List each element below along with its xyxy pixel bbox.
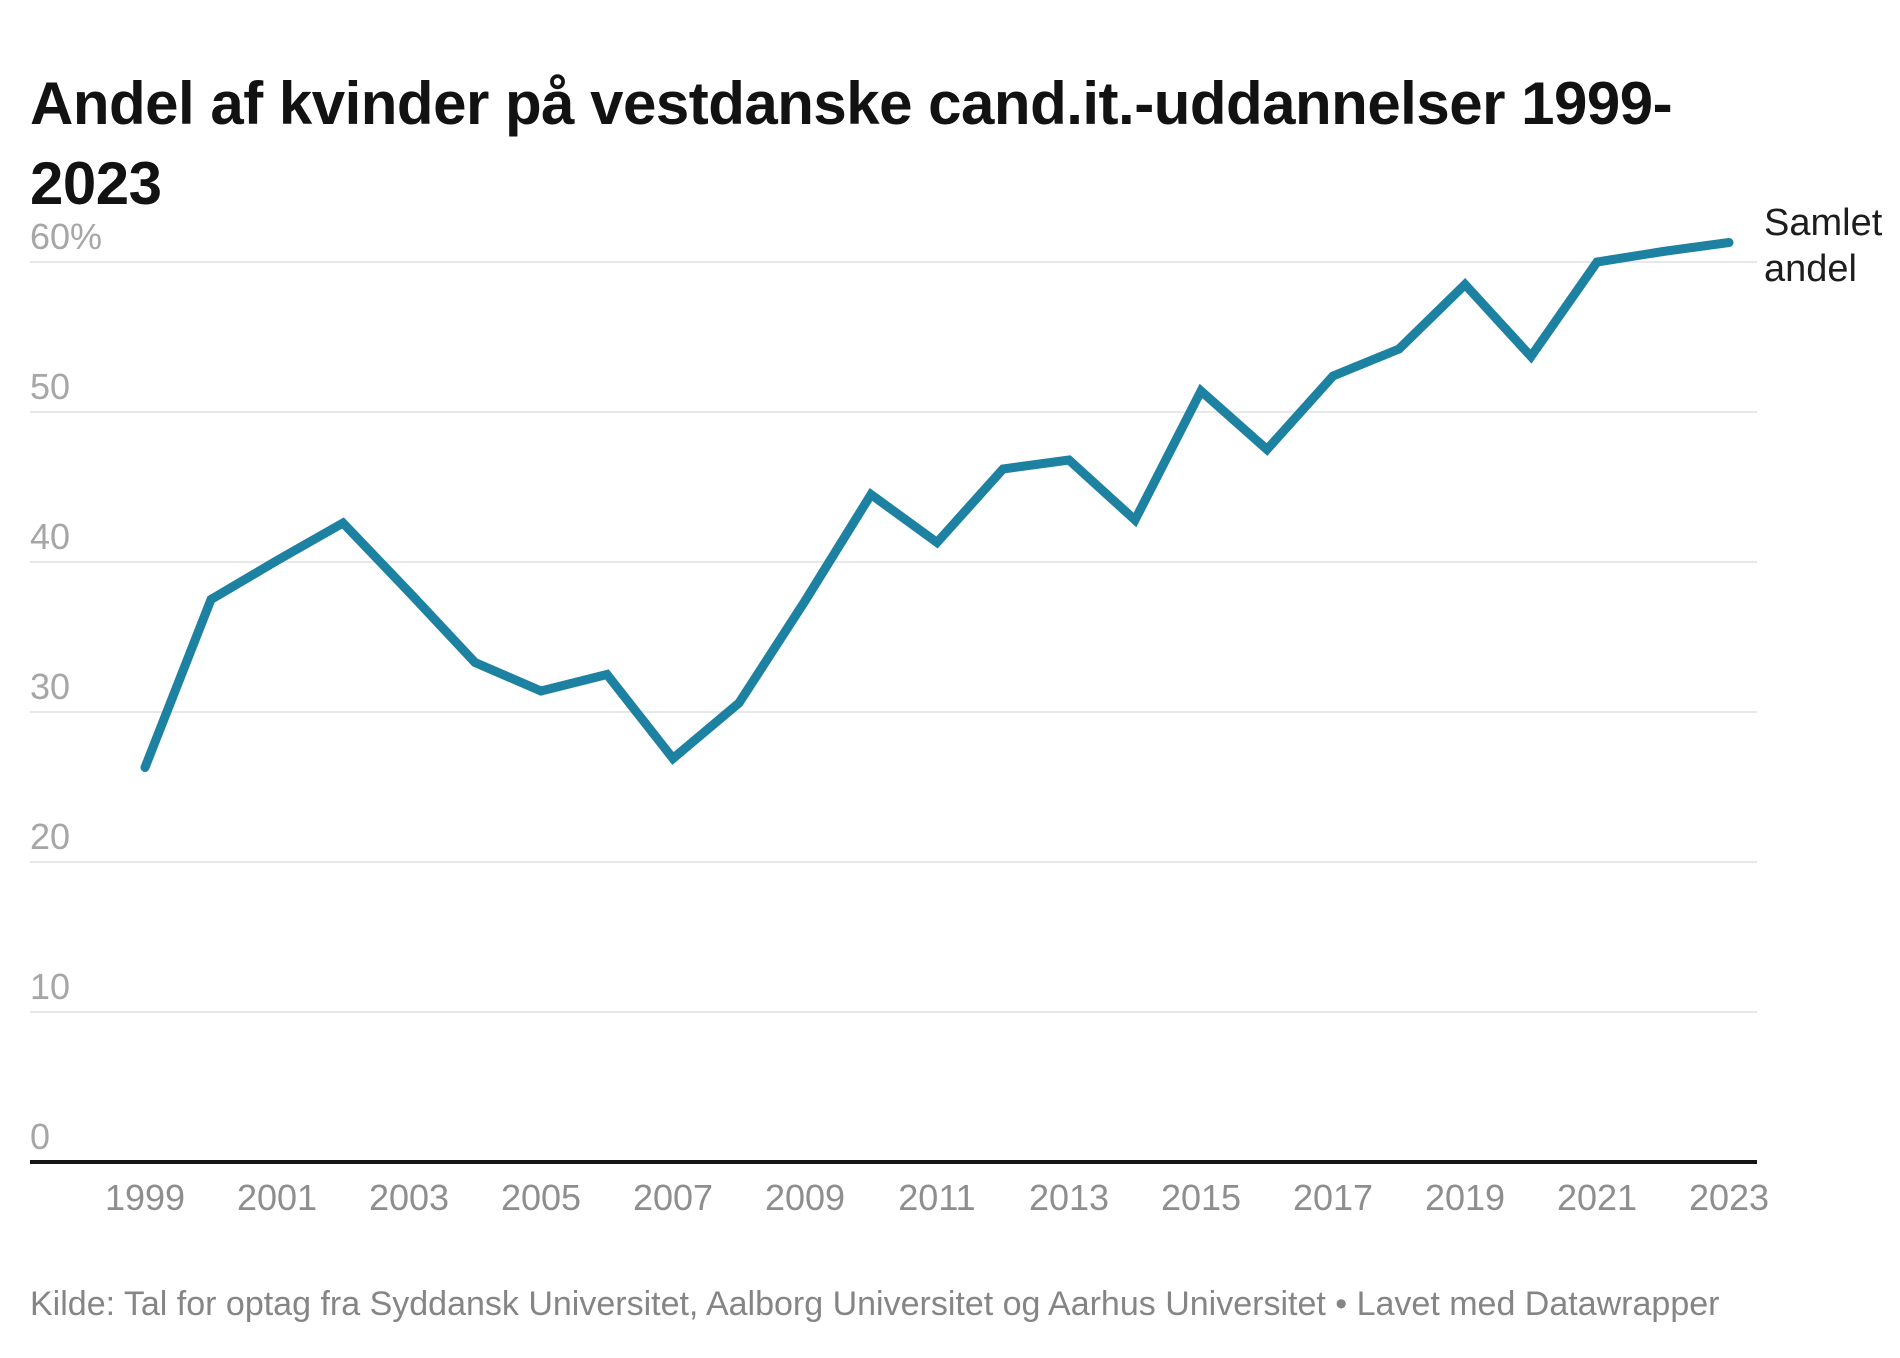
x-axis-label: 2003	[369, 1177, 449, 1218]
x-axis-label: 2017	[1293, 1177, 1373, 1218]
x-axis-label: 2005	[501, 1177, 581, 1218]
chart-title-line1: Andel af kvinder på vestdanske cand.it.-…	[30, 70, 1673, 138]
series-label-line2: andel	[1764, 248, 1857, 290]
series-label-line1: Samlet	[1764, 202, 1883, 244]
y-axis-label: 10	[30, 966, 70, 1007]
x-axis-label: 2001	[237, 1177, 317, 1218]
x-axis-label: 2011	[898, 1177, 975, 1218]
x-axis-label: 2019	[1425, 1177, 1505, 1218]
source-note: Kilde: Tal for optag fra Syddansk Univer…	[30, 1285, 1720, 1323]
y-axis-label: 30	[30, 666, 70, 707]
x-axis-label: 2015	[1161, 1177, 1241, 1218]
x-axis-label: 2007	[633, 1177, 713, 1218]
x-axis-label: 1999	[105, 1177, 185, 1218]
series-label: Samlet andel	[1764, 200, 1882, 292]
x-axis-label: 2013	[1029, 1177, 1109, 1218]
y-axis-label: 50	[30, 366, 70, 407]
y-axis-label: 20	[30, 816, 70, 857]
x-axis-label: 2021	[1557, 1177, 1637, 1218]
y-axis-label: 40	[30, 516, 70, 557]
y-axis-label: 0	[30, 1116, 50, 1157]
x-axis-label: 2023	[1689, 1177, 1769, 1218]
x-axis-label: 2009	[765, 1177, 845, 1218]
y-axis-label: 60%	[30, 216, 102, 257]
chart-title-line2: 2023	[30, 150, 162, 218]
data-line-samlet-andel	[140, 238, 1734, 772]
chart-title: Andel af kvinder på vestdanske cand.it.-…	[30, 64, 1673, 224]
